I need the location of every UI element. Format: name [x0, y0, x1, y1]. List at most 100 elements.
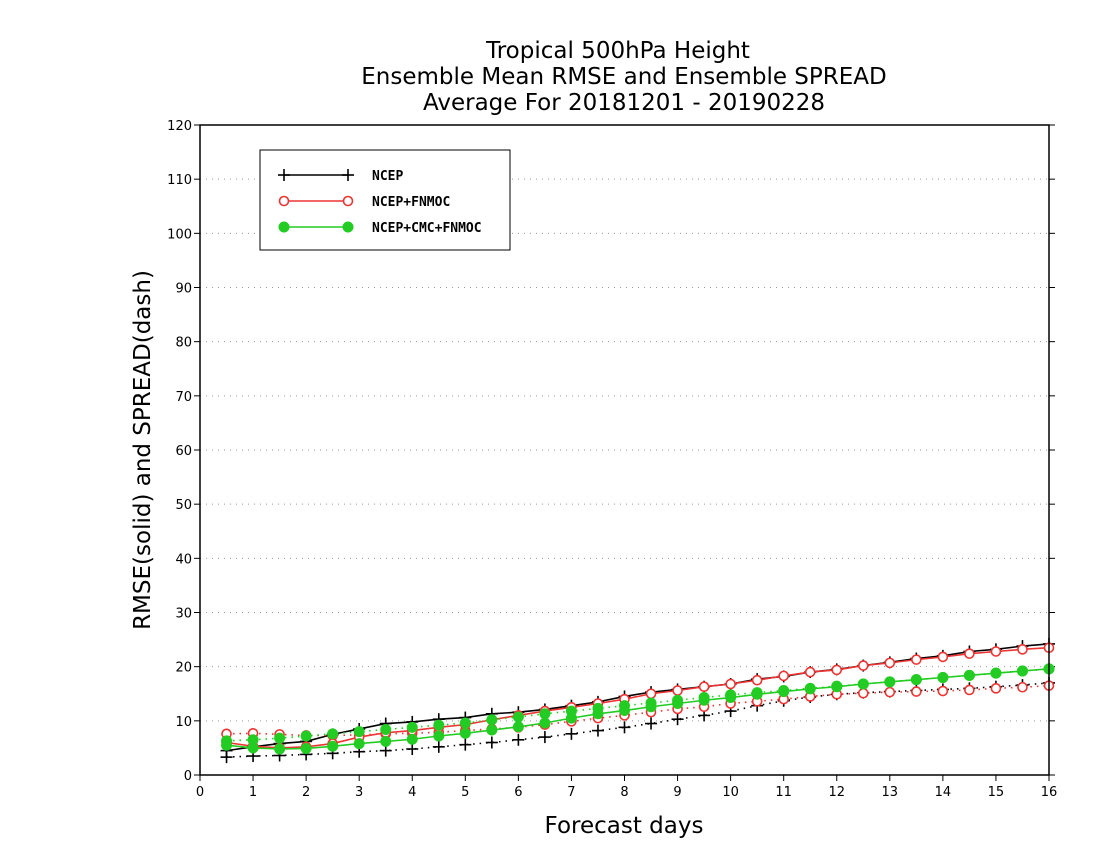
series-layer	[220, 637, 1055, 764]
data-point-rmse	[327, 740, 339, 752]
data-point-rmse	[990, 667, 1002, 679]
data-point-spread	[539, 708, 551, 720]
data-point-spread	[459, 717, 471, 729]
data-point-rmse	[512, 721, 524, 733]
y-tick-label: 10	[175, 715, 192, 730]
x-tick-label: 6	[514, 785, 522, 800]
data-point-rmse	[1016, 665, 1028, 677]
data-point-spread	[618, 721, 631, 734]
x-tick-label: 14	[935, 785, 952, 800]
x-tick-label: 4	[408, 785, 416, 800]
legend-entry-ncep-fnmoc: NCEP+FNMOC	[278, 195, 450, 210]
x-tick-label: 3	[355, 785, 363, 800]
y-tick-label: 120	[167, 119, 192, 134]
data-point-spread	[1017, 681, 1028, 693]
x-tick-label: 13	[882, 785, 899, 800]
y-tick-label: 40	[175, 552, 192, 567]
legend-marker	[342, 195, 354, 207]
series-ncep-cmc-fnmoc	[221, 663, 1055, 755]
y-axis-label: RMSE(solid) and SPREAD(dash)	[130, 270, 156, 630]
x-axis-label: Forecast days	[545, 813, 704, 839]
legend-marker	[278, 221, 290, 233]
gridlines	[200, 178, 1049, 722]
x-tick-label: 12	[828, 785, 845, 800]
x-tick-label: 1	[249, 785, 257, 800]
data-point-spread	[353, 726, 365, 738]
data-point-spread	[274, 732, 286, 744]
data-point-spread	[645, 717, 658, 730]
x-tick-label: 8	[620, 785, 628, 800]
ncep-fnmoc-spread-line	[226, 684, 1050, 737]
data-point-rmse	[937, 651, 949, 663]
data-point-spread	[911, 686, 922, 697]
x-tick-label: 5	[461, 785, 469, 800]
data-point-rmse	[300, 742, 312, 754]
x-tick-label: 16	[1041, 785, 1058, 800]
y-tick-label: 0	[184, 769, 192, 784]
x-tick-label: 10	[722, 785, 739, 800]
data-point-spread	[964, 684, 975, 696]
data-point-rmse	[380, 735, 392, 747]
data-point-spread	[380, 724, 392, 735]
data-point-spread	[512, 733, 525, 746]
data-point-rmse	[353, 738, 365, 750]
data-point-rmse	[857, 660, 869, 671]
data-point-spread	[485, 736, 498, 749]
data-point-rmse	[831, 664, 843, 676]
data-point-spread	[300, 730, 312, 742]
data-point-rmse	[725, 692, 737, 704]
data-point-rmse	[778, 686, 790, 698]
data-point-rmse	[698, 694, 710, 706]
data-point-spread	[937, 685, 949, 697]
legend-marker	[278, 169, 290, 181]
data-point-rmse	[645, 701, 657, 713]
data-point-rmse	[751, 688, 763, 700]
data-point-rmse	[247, 742, 259, 754]
plot-frame	[199, 124, 1050, 776]
data-point-spread	[591, 724, 604, 737]
legend-marker	[342, 221, 354, 233]
title-line-3: Average For 20181201 - 20190228	[423, 90, 825, 116]
data-point-rmse	[698, 681, 710, 693]
data-point-rmse	[857, 678, 869, 690]
legend-entry-ncep: NCEP	[278, 169, 403, 184]
data-point-rmse	[884, 657, 896, 669]
data-point-rmse	[964, 648, 975, 659]
data-point-rmse	[937, 672, 949, 683]
data-point-rmse	[672, 685, 683, 696]
data-point-rmse	[751, 674, 763, 686]
y-tick-label: 20	[175, 661, 192, 676]
data-point-rmse	[539, 717, 551, 729]
y-tick-label: 30	[175, 607, 192, 622]
data-point-rmse	[910, 674, 922, 686]
data-point-rmse	[459, 727, 471, 739]
data-point-rmse	[990, 646, 1002, 657]
data-point-rmse	[592, 708, 604, 720]
x-tick-label: 0	[196, 785, 204, 800]
data-point-rmse	[486, 724, 498, 736]
data-point-spread	[671, 713, 684, 726]
data-point-rmse	[884, 676, 896, 688]
data-point-spread	[327, 728, 339, 740]
legend-entry-ncep-cmc-fnmoc: NCEP+CMC+FNMOC	[278, 221, 482, 236]
x-tick-label: 9	[673, 785, 681, 800]
data-point-rmse	[778, 670, 789, 682]
data-point-spread	[538, 731, 551, 744]
legend-label: NCEP	[372, 169, 403, 184]
data-point-spread	[459, 738, 472, 751]
data-point-rmse	[433, 730, 445, 742]
y-tick-label: 70	[175, 390, 192, 405]
data-point-rmse	[804, 683, 816, 695]
y-tick-label: 110	[167, 173, 192, 188]
data-point-rmse	[221, 739, 233, 751]
data-point-rmse	[804, 666, 816, 678]
data-point-rmse	[619, 705, 630, 717]
data-point-rmse	[1017, 644, 1028, 655]
data-point-rmse	[406, 733, 418, 745]
chart-title: Tropical 500hPa Height Ensemble Mean RMS…	[361, 38, 886, 116]
y-tick-label: 100	[167, 227, 192, 242]
data-point-spread	[565, 727, 578, 740]
data-point-spread	[486, 714, 498, 726]
